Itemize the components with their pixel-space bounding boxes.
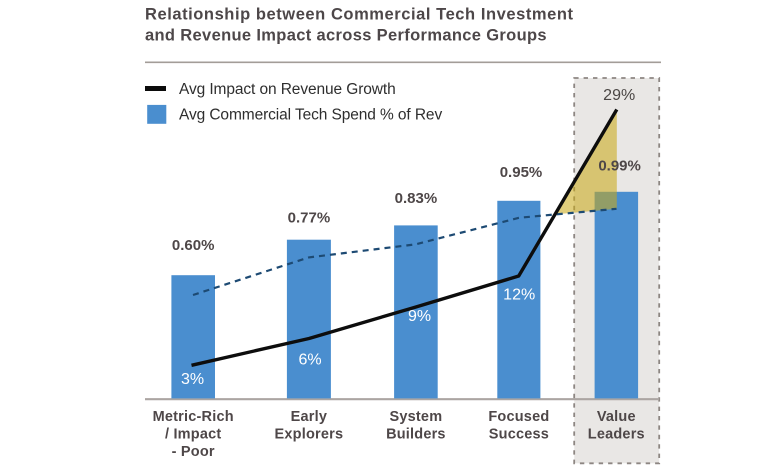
svg-text:12%: 12% (503, 286, 535, 303)
svg-text:Success: Success (489, 427, 549, 443)
svg-text:Avg Impact on Revenue Growth: Avg Impact on Revenue Growth (179, 81, 396, 98)
svg-text:9%: 9% (408, 308, 431, 325)
svg-text:Relationship between Commercia: Relationship between Commercial Tech Inv… (145, 6, 574, 24)
svg-text:Focused: Focused (488, 409, 549, 425)
svg-text:0.99%: 0.99% (598, 158, 641, 175)
svg-text:29%: 29% (603, 87, 635, 104)
svg-text:Explorers: Explorers (275, 427, 344, 443)
svg-text:0.83%: 0.83% (395, 190, 438, 207)
svg-text:Avg Commercial Tech Spend % of: Avg Commercial Tech Spend % of Rev (179, 107, 442, 124)
svg-text:Builders: Builders (386, 427, 446, 443)
svg-text:3%: 3% (181, 371, 204, 388)
svg-text:Value: Value (597, 409, 636, 425)
svg-text:/ Impact: / Impact (165, 427, 221, 443)
svg-text:0.95%: 0.95% (500, 164, 543, 181)
svg-text:and Revenue Impact across Perf: and Revenue Impact across Performance Gr… (145, 27, 547, 45)
svg-text:Leaders: Leaders (588, 427, 645, 443)
svg-text:Metric-Rich: Metric-Rich (153, 409, 234, 425)
svg-text:0.77%: 0.77% (288, 210, 331, 227)
svg-text:6%: 6% (298, 351, 321, 368)
svg-text:- Poor: - Poor (172, 444, 215, 460)
svg-text:0.60%: 0.60% (172, 237, 215, 254)
svg-text:System: System (390, 409, 443, 425)
svg-text:Early: Early (291, 409, 327, 425)
